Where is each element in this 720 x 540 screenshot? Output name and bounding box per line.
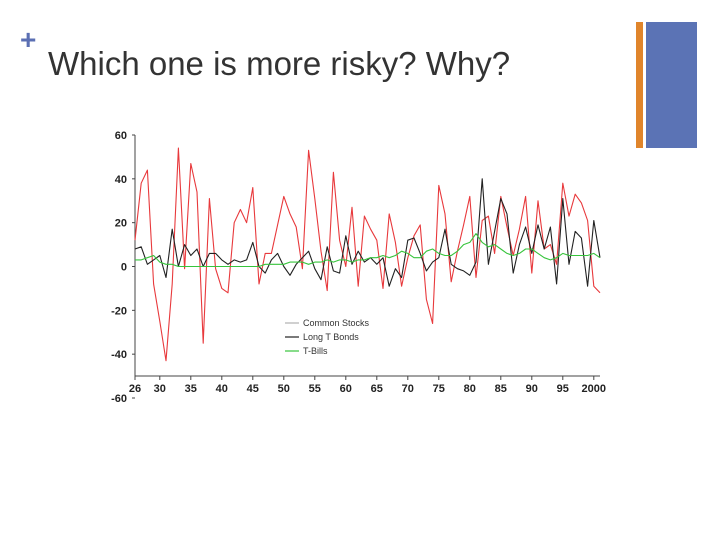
- y-tick-label: -60: [111, 393, 127, 405]
- y-tick-label: 0: [121, 262, 127, 274]
- slide-title: Which one is more risky? Why?: [48, 45, 511, 82]
- chart-series: [134, 147, 601, 362]
- y-tick-label: -40: [111, 349, 127, 361]
- legend-label: Common Stocks: [303, 318, 370, 328]
- series-line-t-bills: [135, 233, 601, 268]
- series-line-common-stocks: [134, 147, 601, 362]
- x-tick-label: 70: [402, 383, 414, 395]
- accent-bar-blue: [646, 22, 697, 148]
- x-tick-label: 65: [371, 383, 383, 395]
- series-line-long-t-bonds: [134, 178, 601, 287]
- x-tick-label: 95: [557, 383, 569, 395]
- x-tick-label: 45: [247, 383, 259, 395]
- x-tick-label: 2000: [582, 383, 606, 395]
- chart-legend: Common Stocks Long T Bonds T-Bills: [285, 318, 370, 356]
- x-tick-label: 35: [185, 383, 197, 395]
- x-tick-label: 85: [495, 383, 507, 395]
- bullet-plus-icon: +: [20, 24, 37, 55]
- x-tick-label: 50: [278, 383, 290, 395]
- accent-bar-orange: [636, 22, 643, 148]
- x-tick-label: 75: [433, 383, 445, 395]
- y-tick-label: 60: [115, 130, 127, 142]
- legend-label: Long T Bonds: [303, 332, 359, 342]
- legend-label: T-Bills: [303, 346, 328, 356]
- x-tick-label: 30: [154, 383, 166, 395]
- y-tick-label: 40: [115, 174, 127, 186]
- x-tick-label: 80: [464, 383, 476, 395]
- x-tick-label: 60: [340, 383, 352, 395]
- y-tick-label: -20: [111, 305, 127, 317]
- x-tick-label: 26: [129, 383, 141, 395]
- x-tick-label: 55: [309, 383, 321, 395]
- x-tick-label: 40: [216, 383, 228, 395]
- y-tick-label: 20: [115, 218, 127, 230]
- x-tick-label: 90: [526, 383, 538, 395]
